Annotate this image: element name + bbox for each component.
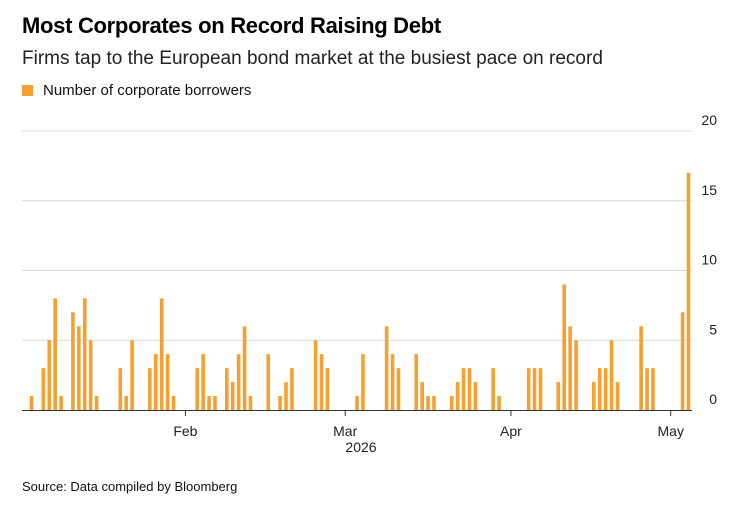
bar — [467, 368, 472, 410]
bar — [130, 340, 134, 410]
bar — [88, 340, 93, 410]
bar — [77, 326, 81, 410]
bar — [609, 340, 614, 410]
bar — [355, 396, 359, 410]
bar — [266, 354, 271, 410]
bar — [94, 396, 99, 410]
bar — [165, 354, 170, 410]
x-axis-year-label: 2026 — [345, 439, 376, 455]
y-tick-label: 10 — [701, 252, 717, 268]
bar — [124, 396, 129, 410]
y-tick-label: 5 — [709, 321, 717, 337]
bar — [562, 284, 567, 410]
bar — [449, 396, 454, 410]
bar — [591, 382, 596, 410]
legend: Number of corporate borrowers — [22, 82, 251, 99]
bar — [538, 368, 543, 410]
bar — [242, 326, 247, 410]
bar — [319, 354, 324, 410]
bar — [426, 396, 430, 410]
chart-title: Most Corporates on Record Raising Debt — [22, 13, 441, 38]
bar — [230, 382, 235, 410]
bar — [207, 396, 211, 410]
bar — [361, 354, 365, 410]
bar — [651, 368, 655, 410]
x-tick-label: Feb — [173, 423, 197, 439]
bar — [213, 396, 217, 410]
bar — [71, 312, 75, 410]
bar — [390, 354, 395, 410]
bar — [455, 382, 460, 410]
bar — [556, 382, 561, 410]
bar — [396, 368, 401, 410]
bar — [568, 326, 572, 410]
bar — [41, 368, 46, 410]
bar — [47, 340, 52, 410]
y-tick-label: 0 — [709, 391, 717, 407]
bar — [497, 396, 501, 410]
bar — [384, 326, 389, 410]
bar — [236, 354, 241, 410]
bar — [532, 368, 537, 410]
bar — [284, 382, 288, 410]
legend-swatch — [22, 85, 33, 96]
bar — [201, 354, 205, 410]
bar — [420, 382, 424, 410]
x-tick-label: Apr — [500, 423, 522, 439]
bar — [603, 368, 608, 410]
bar — [432, 396, 436, 410]
bar — [118, 368, 123, 410]
bar — [153, 354, 158, 410]
y-tick-label: 20 — [701, 112, 717, 128]
chart-subtitle: Firms tap to the European bond market at… — [22, 48, 603, 69]
bar — [639, 326, 643, 410]
bar-chart: 0 5 10 15 20 Feb Mar Apr May 2026 — [22, 112, 717, 455]
bar — [53, 298, 57, 410]
bar — [645, 368, 649, 410]
bar — [82, 298, 87, 410]
bar — [290, 368, 294, 410]
bar — [686, 172, 691, 410]
bar — [615, 382, 620, 410]
bar — [225, 368, 229, 410]
bar — [325, 368, 330, 410]
bar — [597, 368, 602, 410]
x-tick-label: May — [658, 423, 684, 439]
bar — [473, 382, 478, 410]
bar — [414, 354, 419, 410]
source-note: Source: Data compiled by Bloomberg — [22, 479, 238, 494]
bar — [171, 396, 176, 410]
bar — [148, 368, 152, 410]
bar — [526, 368, 531, 410]
bar — [29, 396, 34, 410]
x-tick-label: Mar — [333, 423, 357, 439]
bar — [195, 368, 200, 410]
bar — [59, 396, 63, 410]
y-tick-label: 15 — [701, 182, 717, 198]
bar — [461, 368, 466, 410]
bar — [574, 340, 578, 410]
bar — [491, 368, 495, 410]
bar — [248, 396, 253, 410]
legend-label: Number of corporate borrowers — [43, 82, 252, 99]
bar — [313, 340, 318, 410]
bar — [278, 396, 282, 410]
bar — [159, 298, 164, 410]
bar — [680, 312, 685, 410]
